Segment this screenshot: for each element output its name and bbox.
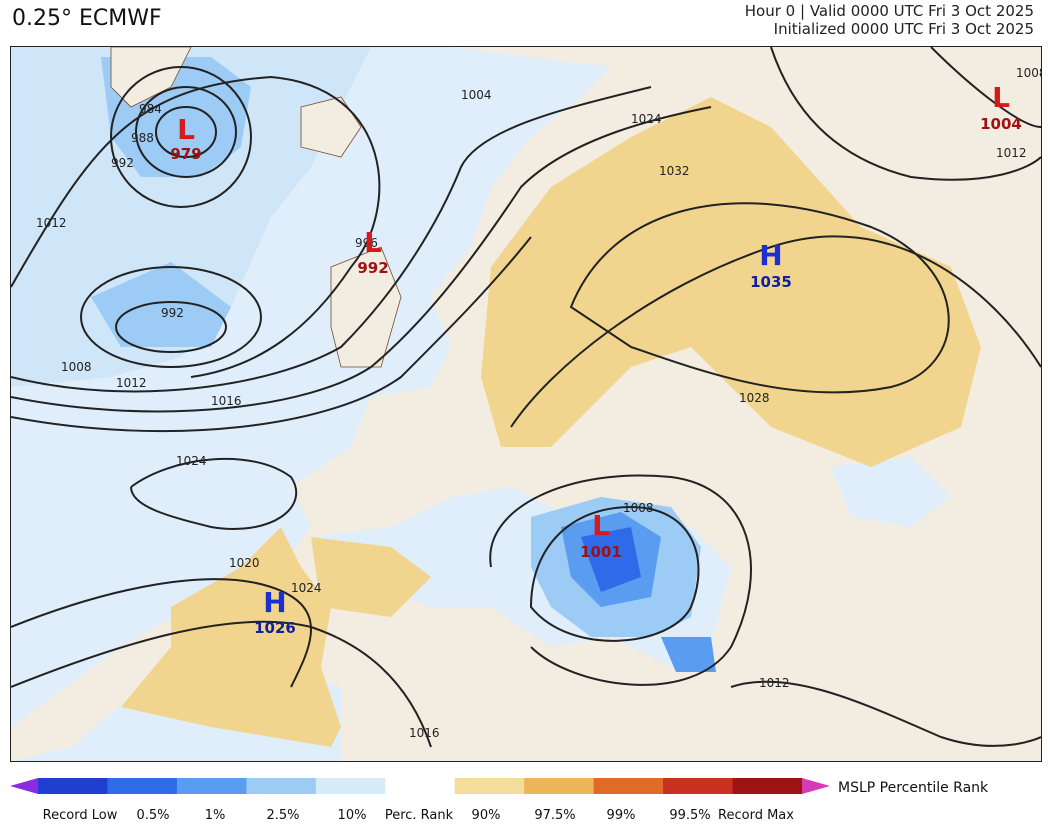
contour-label: 992 — [161, 306, 184, 320]
low-symbol: L — [992, 81, 1010, 114]
legend-tick: 0.5% — [136, 808, 170, 823]
legend-title: MSLP Percentile Rank — [838, 780, 989, 796]
low-value: 1004 — [980, 115, 1022, 133]
contour-label: 1008 — [623, 501, 654, 515]
greek-low-anomaly-deep — [581, 527, 641, 592]
colorbar-cell — [315, 778, 386, 794]
isobar-contours — [11, 47, 1041, 748]
init-time: Initialized 0000 UTC Fri 3 Oct 2025 — [773, 20, 1034, 38]
legend-tick: 99.5% — [669, 808, 711, 823]
high-anomaly-europe — [481, 97, 981, 467]
black-sea — [831, 457, 951, 527]
high-anomaly-africa — [121, 527, 341, 747]
contour-label: 1016 — [409, 726, 440, 740]
colorbar-cell — [524, 778, 595, 794]
colorbar-cell — [246, 778, 317, 794]
pressure-center-low-1001[interactable]: L 1001 — [580, 509, 622, 561]
contour-label: 1032 — [659, 164, 690, 178]
colorbar — [10, 776, 830, 796]
run-info: Hour 0 | Valid 0000 UTC Fri 3 Oct 2025 I… — [745, 2, 1034, 38]
contour-label: 1004 — [461, 88, 492, 102]
high-value: 1026 — [254, 619, 296, 637]
high-value: 1035 — [750, 273, 792, 291]
contour-label: 1012 — [996, 146, 1027, 160]
contour-label: 1008 — [61, 360, 92, 374]
colorbar-cell — [38, 778, 108, 794]
greenland-landmass — [110, 47, 192, 108]
legend-tick: 90% — [471, 808, 501, 823]
legend-tick: 97.5% — [534, 808, 576, 823]
legend-tick: Record Max — [718, 808, 794, 823]
colorbar-cells — [38, 778, 803, 794]
low-symbol: L — [364, 226, 382, 259]
colorbar-arrow-high — [802, 778, 830, 794]
high-anomaly-iberia — [311, 537, 431, 617]
contour-label: 1012 — [116, 376, 147, 390]
colorbar-cell — [107, 778, 178, 794]
colorbar-cell — [593, 778, 664, 794]
britain-landmass — [330, 246, 402, 368]
low-symbol: L — [177, 113, 195, 146]
legend-tick: 10% — [337, 808, 367, 823]
levant-low-anomaly — [661, 637, 716, 672]
pressure-center-low-979[interactable]: L 979 — [170, 113, 201, 163]
legend-tick: Record Low — [42, 808, 118, 823]
legend-tick: 2.5% — [266, 808, 300, 823]
colorbar-cell — [732, 778, 803, 794]
colorbar-svg — [10, 778, 830, 794]
pressure-center-high-1035[interactable]: H 1035 — [750, 239, 792, 291]
contour-label: 984 — [139, 102, 162, 116]
map-panel[interactable]: 984 988 992 1012 1004 996 992 1008 1012 … — [10, 46, 1042, 762]
contour-label: 1024 — [291, 581, 322, 595]
mslp-map[interactable]: 984 988 992 1012 1004 996 992 1008 1012 … — [11, 47, 1041, 761]
atlantic-low-anomaly — [91, 262, 231, 347]
colorbar-cell — [176, 778, 247, 794]
low-value: 979 — [170, 145, 201, 163]
contour-label: 992 — [111, 156, 134, 170]
legend-tick: 1% — [204, 808, 226, 823]
low-value: 1001 — [580, 543, 622, 561]
colorbar-cell — [385, 778, 456, 794]
contour-label: 988 — [131, 131, 154, 145]
contour-label: 1020 — [229, 556, 260, 570]
legend-tick: 99% — [606, 808, 636, 823]
model-title: 0.25° ECMWF — [12, 6, 162, 31]
low-value: 992 — [357, 259, 388, 277]
high-symbol: H — [759, 239, 782, 272]
contour-label: 996 — [355, 236, 378, 250]
low-symbol: L — [592, 509, 610, 542]
pressure-center-high-1026[interactable]: H 1026 — [254, 586, 296, 637]
colorbar-cell — [454, 778, 525, 794]
contour-labels: 984 988 992 1012 1004 996 992 1008 1012 … — [36, 66, 1041, 740]
legend-tick: Perc. Rank — [384, 808, 454, 823]
valid-time: Hour 0 | Valid 0000 UTC Fri 3 Oct 2025 — [744, 2, 1034, 20]
contour-label: 1016 — [211, 394, 242, 408]
pressure-center-low-1004[interactable]: L 1004 — [980, 81, 1022, 133]
high-symbol: H — [263, 586, 286, 619]
pressure-center-low-992[interactable]: L 992 — [357, 226, 388, 277]
contour-label: 1028 — [739, 391, 770, 405]
contour-label: 1008 — [1016, 66, 1041, 80]
contour-label: 1024 — [176, 454, 207, 468]
contour-label: 1024 — [631, 112, 662, 126]
colorbar-arrow-low — [10, 778, 38, 794]
contour-label: 1012 — [759, 676, 790, 690]
colorbar-cell — [663, 778, 734, 794]
contour-label: 1012 — [36, 216, 67, 230]
